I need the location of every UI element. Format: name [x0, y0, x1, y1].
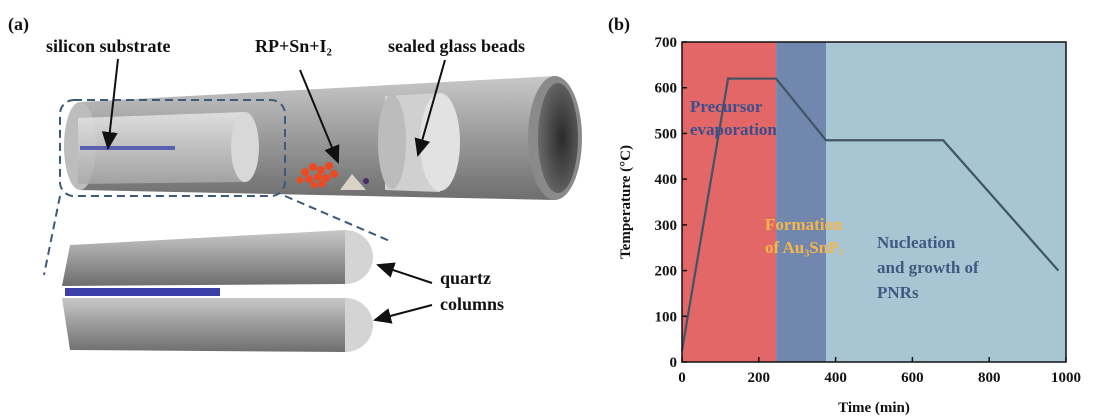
region-label: of Au₃SnP₇: [765, 238, 844, 257]
region-label: Formation: [765, 215, 843, 234]
x-tick-label: 800: [978, 370, 1001, 386]
bead-end: [420, 93, 460, 191]
x-axis-label: Time (min): [838, 400, 910, 416]
y-axis-label: Temperature (°C): [618, 145, 634, 259]
substrate: [80, 146, 175, 150]
inner-column-end: [231, 112, 259, 182]
callout: columns: [440, 294, 504, 314]
substrate: [65, 288, 220, 296]
x-tick-label: 1000: [1051, 370, 1081, 386]
y-tick-label: 300: [655, 218, 678, 234]
panel-label: (b): [608, 14, 630, 35]
region: [682, 42, 776, 362]
y-tick-label: 700: [655, 35, 678, 51]
y-tick-label: 600: [655, 81, 678, 97]
callout: sealed glass beads: [388, 36, 525, 56]
y-tick-label: 100: [655, 309, 678, 325]
figure: (a) silicon substrate RP+Sn+I₂ sealed gl…: [0, 0, 1096, 418]
half-column: [62, 230, 345, 286]
x-tick-label: 600: [901, 370, 924, 386]
y-tick-label: 400: [655, 172, 678, 188]
region-label: and growth of: [877, 258, 979, 277]
diagram: (a) silicon substrate RP+Sn+I₂ sealed gl…: [8, 14, 582, 352]
page: {"panel_a": {"label": "(a)", "callouts":…: [0, 0, 1096, 418]
region-label: Nucleation: [877, 233, 956, 252]
arrow: [378, 265, 432, 283]
callout: silicon substrate: [46, 36, 171, 56]
x-tick-label: 200: [748, 370, 771, 386]
tube-hole: [538, 83, 578, 193]
y-tick-label: 0: [670, 355, 678, 371]
region-label: evaporation: [690, 120, 777, 139]
y-tick-label: 200: [655, 264, 678, 280]
region-label: Precursor: [690, 97, 763, 116]
chart: Precursor evaporation Formation of Au₃SnP₇ N…: [618, 35, 1081, 416]
half-column-end: [345, 298, 373, 352]
callout: RP+Sn+I₂: [255, 36, 332, 56]
bead-end: [378, 95, 406, 189]
region-label: PNRs: [877, 283, 919, 302]
x-tick-label: 400: [824, 370, 847, 386]
x-tick-label: 0: [678, 370, 686, 386]
y-tick-label: 500: [655, 126, 678, 142]
zoom-line: [44, 196, 60, 275]
panel-label: (a): [8, 14, 29, 35]
callout: quartz: [440, 268, 491, 288]
arrow: [375, 305, 432, 320]
half-column-end: [345, 230, 373, 284]
region: [826, 42, 1066, 362]
half-column: [62, 298, 345, 352]
region: [776, 42, 826, 362]
bead: [363, 178, 369, 184]
